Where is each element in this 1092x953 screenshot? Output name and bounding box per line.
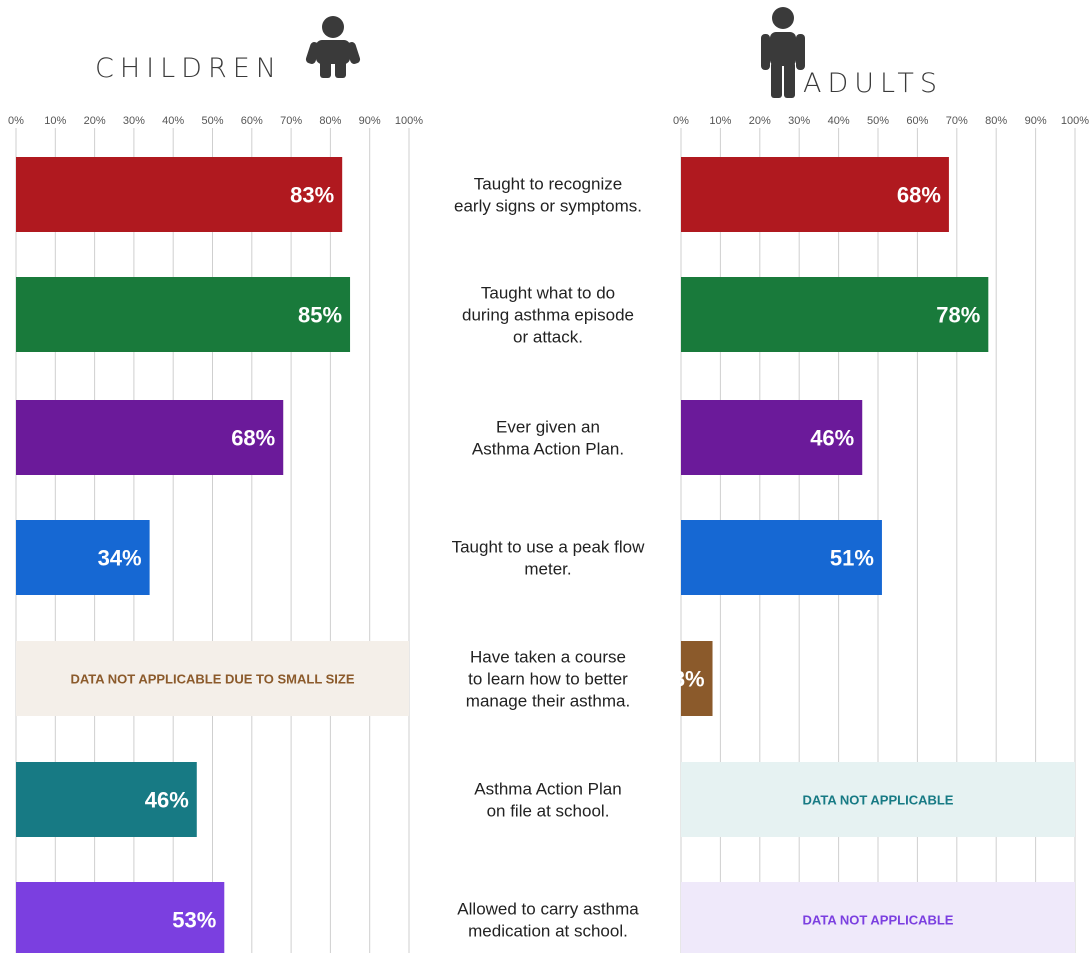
children-bar <box>16 277 351 352</box>
labels-layer: 83% 85% 68% 34% DATA NOT APPLICABLE DUE TO S… <box>70 183 980 933</box>
adults-na-box <box>681 882 1075 953</box>
children-tick-label: 70% <box>280 115 302 127</box>
adults-tick-label: 60% <box>906 115 928 127</box>
adults-na-label: DATA NOT APPLICABLE <box>803 793 954 808</box>
adults-bar <box>681 520 882 595</box>
category-label: Taught to use a peak flow meter. <box>452 538 646 579</box>
category-label-line: during asthma episode <box>462 306 634 325</box>
children-tick-label: 100% <box>395 115 423 127</box>
adults-tick-label: 10% <box>709 115 731 127</box>
adults-bar <box>681 641 713 716</box>
children-value-label: 68% <box>231 426 275 451</box>
children-bar <box>16 400 284 475</box>
category-label-line: or attack. <box>513 328 583 347</box>
bars-layer <box>16 157 1075 953</box>
children-bar <box>16 157 343 232</box>
category-label: Ever given an Asthma Action Plan. <box>472 418 624 459</box>
children-bar <box>16 762 197 837</box>
children-value-label: 85% <box>298 303 342 328</box>
adults-tick-label: 40% <box>828 115 850 127</box>
category-label: Taught to recognize early signs or sympto… <box>454 175 642 216</box>
children-tick-label: 60% <box>241 115 263 127</box>
adults-value-label: 68% <box>897 183 941 208</box>
adults-value-label: 8% <box>673 667 705 692</box>
adults-tick-label: 80% <box>985 115 1007 127</box>
children-value-label: 53% <box>172 908 216 933</box>
adults-tick-label: 70% <box>946 115 968 127</box>
children-axis-ticks: 0% 10% 20% 30% 40% 50% 60% 70% 80% 90% 100% <box>8 115 423 127</box>
children-na-box <box>16 641 409 716</box>
category-label-line: on file at school. <box>487 802 610 821</box>
children-value-label: 83% <box>290 183 334 208</box>
child-icon <box>305 16 361 78</box>
category-label: Taught what to do during asthma episode or… <box>462 284 634 347</box>
children-bar <box>16 882 225 953</box>
adults-value-label: 46% <box>810 426 854 451</box>
adults-bar <box>681 400 863 475</box>
category-label-line: Asthma Action Plan. <box>472 440 624 459</box>
category-label-line: Taught what to do <box>481 284 615 303</box>
category-label-line: meter. <box>524 560 571 579</box>
category-label: Allowed to carry asthma medication at sch… <box>457 900 639 941</box>
category-label: Have taken a course to learn how to bette… <box>466 648 630 711</box>
children-tick-label: 90% <box>359 115 381 127</box>
children-na-label: DATA NOT APPLICABLE DUE TO SMALL SIZE <box>70 672 354 687</box>
adults-tick-label: 50% <box>867 115 889 127</box>
children-tick-label: 40% <box>162 115 184 127</box>
children-tick-label: 80% <box>319 115 341 127</box>
category-label-line: Asthma Action Plan <box>474 780 621 799</box>
category-label-line: Have taken a course <box>470 648 626 667</box>
adult-icon <box>761 7 805 98</box>
children-value-label: 46% <box>145 788 189 813</box>
children-bar <box>16 520 150 595</box>
category-label-line: manage their asthma. <box>466 692 630 711</box>
children-value-label: 34% <box>98 546 142 571</box>
adults-bar <box>681 277 989 352</box>
adults-tick-label: 20% <box>749 115 771 127</box>
category-label-line: Allowed to carry asthma <box>457 900 639 919</box>
category-labels: Taught to recognize early signs or sympto… <box>452 175 646 941</box>
adults-na-label: DATA NOT APPLICABLE <box>803 913 954 928</box>
children-tick-label: 50% <box>201 115 223 127</box>
adults-value-label: 78% <box>936 303 980 328</box>
category-label-line: Taught to use a peak flow <box>452 538 646 557</box>
category-label-line: early signs or symptoms. <box>454 197 642 216</box>
adults-heading: ADULTS <box>803 68 943 99</box>
adults-tick-label: 30% <box>788 115 810 127</box>
category-label-line: to learn how to better <box>468 670 628 689</box>
children-heading: CHILDREN <box>95 53 282 84</box>
adults-na-box <box>681 762 1075 837</box>
category-label: Asthma Action Plan on file at school. <box>474 780 621 821</box>
children-tick-label: 0% <box>8 115 24 127</box>
adults-tick-label: 90% <box>1025 115 1047 127</box>
children-tick-label: 10% <box>44 115 66 127</box>
adults-value-label: 51% <box>830 546 874 571</box>
adults-bar <box>681 157 949 232</box>
children-tick-label: 20% <box>84 115 106 127</box>
adults-tick-label: 0% <box>673 115 689 127</box>
category-label-line: Taught to recognize <box>474 175 622 194</box>
adults-axis-ticks: 0% 10% 20% 30% 40% 50% 60% 70% 80% 90% 100% <box>673 115 1089 127</box>
adults-tick-label: 100% <box>1061 115 1089 127</box>
category-label-line: Ever given an <box>496 418 600 437</box>
category-label-line: medication at school. <box>468 922 628 941</box>
children-tick-label: 30% <box>123 115 145 127</box>
